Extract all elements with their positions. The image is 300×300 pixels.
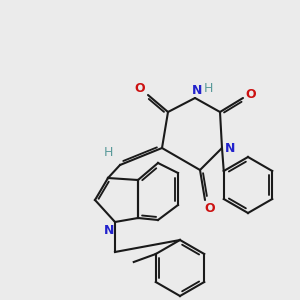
Text: N: N: [225, 142, 235, 154]
Text: N: N: [104, 224, 114, 236]
Text: O: O: [135, 82, 145, 95]
Text: O: O: [246, 88, 256, 101]
Text: H: H: [203, 82, 213, 94]
Text: O: O: [205, 202, 215, 214]
Text: N: N: [192, 83, 202, 97]
Text: H: H: [103, 146, 113, 160]
